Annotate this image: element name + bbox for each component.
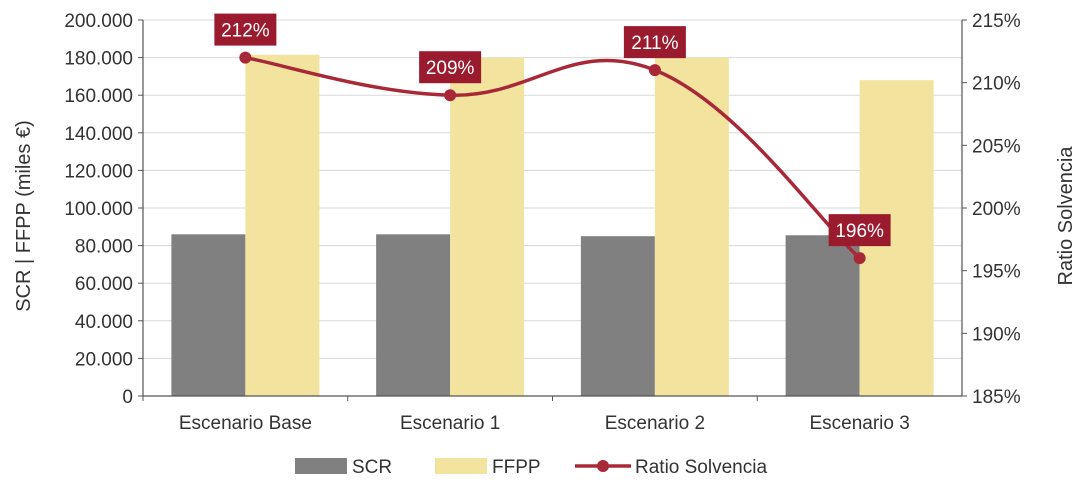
- y-tick-label: 160.000: [64, 86, 133, 107]
- y-tick-label: 0: [122, 387, 133, 408]
- left-axis-ticks: 0 20.000 40.000 60.000 80.000 100.000 120.000 1…: [64, 11, 133, 408]
- y2-tick-label: 185%: [972, 387, 1021, 408]
- ratio-data-label: 212%: [221, 21, 270, 42]
- y-tick-label: 100.000: [64, 199, 133, 220]
- y2-tick-label: 190%: [972, 324, 1021, 345]
- ffpp-bar: [450, 57, 525, 396]
- y2-tick-label: 195%: [972, 262, 1021, 283]
- y-tick-label: 120.000: [64, 161, 133, 182]
- legend-label: Ratio Solvencia: [635, 457, 767, 478]
- y2-tick-label: 200%: [972, 199, 1021, 220]
- axes: [138, 19, 967, 401]
- y-tick-label: 140.000: [64, 124, 133, 145]
- ratio-point: [444, 89, 457, 102]
- ratio-line: [239, 51, 866, 265]
- right-axis-ticks: 185% 190% 195% 200% 205% 210% 215%: [972, 11, 1021, 408]
- ffpp-bar: [654, 57, 729, 396]
- ratio-point: [648, 64, 661, 77]
- x-tick-label: Escenario 1: [400, 413, 500, 434]
- ratio-point: [239, 51, 252, 64]
- x-tick-label: Escenario Base: [179, 413, 312, 434]
- ratio-label-box: [828, 214, 891, 247]
- scr-bar: [171, 234, 246, 396]
- x-tick-label: Escenario 2: [605, 413, 705, 434]
- ratio-data-label: 211%: [631, 33, 678, 54]
- ratio-line-path: [245, 55, 861, 260]
- scr-bar: [580, 236, 655, 396]
- ratio-data-labels: 212% 209% 211% 196%: [214, 13, 891, 247]
- y-axis-title: SCR | FFPP (miles €): [13, 120, 35, 312]
- ratio-label-box: [214, 13, 277, 46]
- ratio-label-box: [419, 51, 482, 84]
- legend-label: FFPP: [492, 457, 541, 478]
- ratio-legend-marker: [597, 460, 609, 472]
- y-tick-label: 40.000: [75, 312, 133, 333]
- y-tick-label: 200.000: [64, 11, 133, 32]
- y-tick-label: 20.000: [75, 349, 133, 370]
- y2-tick-label: 215%: [972, 11, 1021, 32]
- ratio-data-label: 209%: [426, 58, 475, 79]
- x-tick-label: Escenario 3: [809, 413, 909, 434]
- ratio-label-box: [623, 26, 686, 59]
- y2-tick-label: 205%: [972, 136, 1021, 157]
- x-axis-ticks: Escenario Base Escenario 1 Escenario 2 Esce…: [179, 413, 910, 434]
- ratio-data-label: 196%: [835, 221, 884, 242]
- y-tick-label: 80.000: [75, 237, 133, 258]
- scr-legend-swatch: [295, 458, 347, 474]
- y-tick-label: 60.000: [75, 274, 133, 295]
- y2-axis-title: Ratio Solvencia: [1055, 146, 1077, 286]
- y-tick-label: 180.000: [64, 49, 133, 70]
- legend: SCR FFPP Ratio Solvencia: [295, 457, 767, 478]
- ratio-point: [853, 252, 866, 265]
- ffpp-legend-swatch: [435, 458, 487, 474]
- legend-label: SCR: [352, 457, 392, 478]
- y2-tick-label: 210%: [972, 74, 1021, 95]
- bars: [171, 54, 934, 396]
- ffpp-bar: [245, 54, 320, 396]
- scr-bar: [376, 234, 451, 396]
- scr-bar: [785, 235, 860, 396]
